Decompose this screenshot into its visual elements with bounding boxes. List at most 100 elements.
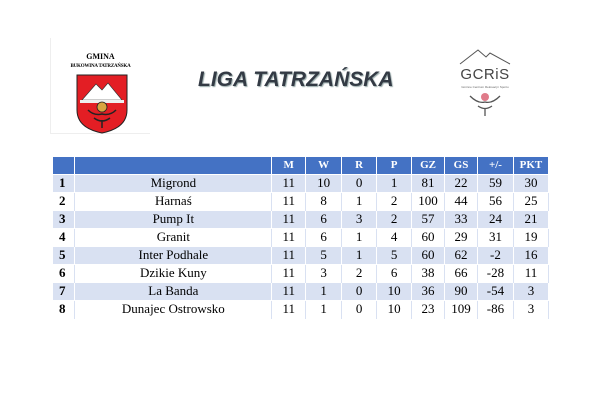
cell-wins: 1: [305, 300, 343, 318]
cell-goals-for: 38: [411, 264, 446, 282]
table-header: M W R P GZ GS +/- PKT: [53, 157, 550, 174]
cell-goal-difference: -2: [477, 246, 514, 264]
cell-wins: 1: [305, 282, 343, 300]
header-wins: W: [305, 157, 343, 174]
header-goals-for: GZ: [411, 157, 446, 174]
cell-wins: 8: [305, 192, 343, 210]
cell-goals-for: 81: [411, 174, 446, 192]
cell-goal-difference: 59: [477, 174, 514, 192]
cell-wins: 6: [305, 228, 343, 246]
table-row: 1 Migrond 11 10 0 1 81 22 59 30: [53, 174, 550, 192]
cell-team: La Banda: [74, 282, 273, 300]
cell-goals-for: 60: [411, 246, 446, 264]
cell-team: Inter Podhale: [74, 246, 273, 264]
cell-matches: 11: [271, 246, 307, 264]
cell-rank: 6: [53, 264, 76, 282]
cell-team: Pump It: [74, 210, 273, 228]
cell-wins: 10: [305, 174, 343, 192]
cell-rank: 4: [53, 228, 76, 246]
cell-points: 16: [513, 246, 550, 264]
table-row: 4 Granit 11 6 1 4 60 29 31 19: [53, 228, 550, 246]
cell-matches: 11: [271, 264, 307, 282]
cell-team: Granit: [74, 228, 273, 246]
cell-goals-against: 29: [444, 228, 478, 246]
cell-goals-against: 109: [444, 300, 478, 318]
cell-goals-against: 33: [444, 210, 478, 228]
coat-of-arms-icon: [76, 74, 128, 134]
cell-rank: 8: [53, 300, 76, 318]
cell-points: 3: [513, 300, 550, 318]
cell-points: 3: [513, 282, 550, 300]
cell-goals-against: 44: [444, 192, 478, 210]
gcris-logo: GCRiS Gminne Centrum Rekreacji i Sportu: [450, 48, 520, 118]
cell-team: Migrond: [74, 174, 273, 192]
cell-draws: 3: [341, 210, 378, 228]
cell-draws: 0: [341, 300, 378, 318]
table-row: 8 Dunajec Ostrowsko 11 1 0 10 23 109 -86 3: [53, 300, 550, 318]
cell-losses: 2: [376, 192, 413, 210]
cell-draws: 0: [341, 282, 378, 300]
cell-goals-for: 100: [411, 192, 446, 210]
cell-wins: 3: [305, 264, 343, 282]
cell-goal-difference: -54: [477, 282, 514, 300]
cell-losses: 5: [376, 246, 413, 264]
cell-matches: 11: [271, 210, 307, 228]
cell-points: 19: [513, 228, 550, 246]
cell-points: 30: [513, 174, 550, 192]
table-row: 6 Dzikie Kuny 11 3 2 6 38 66 -28 11: [53, 264, 550, 282]
cell-rank: 7: [53, 282, 76, 300]
cell-matches: 11: [271, 282, 307, 300]
cell-goal-difference: 56: [477, 192, 514, 210]
cell-goals-for: 23: [411, 300, 446, 318]
cell-goal-difference: -86: [477, 300, 514, 318]
cell-matches: 11: [271, 174, 307, 192]
cell-goals-against: 62: [444, 246, 478, 264]
header-goal-difference: +/-: [477, 157, 514, 174]
cell-points: 11: [513, 264, 550, 282]
cell-points: 21: [513, 210, 550, 228]
header-losses: P: [376, 157, 413, 174]
cell-goal-difference: 24: [477, 210, 514, 228]
cell-goals-against: 22: [444, 174, 478, 192]
gmina-logo: GMINA BUKOWINA TATRZAŃSKA: [50, 38, 150, 134]
cell-rank: 1: [53, 174, 76, 192]
cell-wins: 6: [305, 210, 343, 228]
table-row: 5 Inter Podhale 11 5 1 5 60 62 -2 16: [53, 246, 550, 264]
table-row: 7 La Banda 11 1 0 10 36 90 -54 3: [53, 282, 550, 300]
header-matches: M: [271, 157, 307, 174]
cell-losses: 4: [376, 228, 413, 246]
cell-matches: 11: [271, 192, 307, 210]
cell-losses: 6: [376, 264, 413, 282]
cell-matches: 11: [271, 300, 307, 318]
cell-rank: 5: [53, 246, 76, 264]
header-points: PKT: [513, 157, 550, 174]
league-table: M W R P GZ GS +/- PKT 1 Migrond 11 10 0 1 81 22 59 30 2 Ha…: [53, 157, 550, 319]
cell-rank: 3: [53, 210, 76, 228]
cell-losses: 2: [376, 210, 413, 228]
cell-draws: 0: [341, 174, 378, 192]
table-row: 3 Pump It 11 6 3 2 57 33 24 21: [53, 210, 550, 228]
cell-draws: 1: [341, 192, 378, 210]
header-draws: R: [341, 157, 378, 174]
cell-draws: 1: [341, 228, 378, 246]
cell-goals-for: 57: [411, 210, 446, 228]
cell-wins: 5: [305, 246, 343, 264]
cell-losses: 10: [376, 282, 413, 300]
cell-rank: 2: [53, 192, 76, 210]
cell-matches: 11: [271, 228, 307, 246]
cell-team: Harnaś: [74, 192, 273, 210]
cell-goals-against: 66: [444, 264, 478, 282]
cell-goal-difference: 31: [477, 228, 514, 246]
header-team: [74, 157, 273, 174]
cell-draws: 2: [341, 264, 378, 282]
logo-text-gmina: GMINA: [86, 52, 115, 61]
header-rank: [53, 157, 76, 174]
cell-team: Dzikie Kuny: [74, 264, 273, 282]
cell-goals-against: 90: [444, 282, 478, 300]
page-title: LIGA TATRZAŃSKA: [198, 68, 394, 91]
cell-draws: 1: [341, 246, 378, 264]
table-row: 2 Harnaś 11 8 1 2 100 44 56 25: [53, 192, 550, 210]
mountain-icon: [459, 49, 511, 116]
logo-text-bukowina: BUKOWINA TATRZAŃSKA: [70, 64, 131, 69]
cell-losses: 1: [376, 174, 413, 192]
